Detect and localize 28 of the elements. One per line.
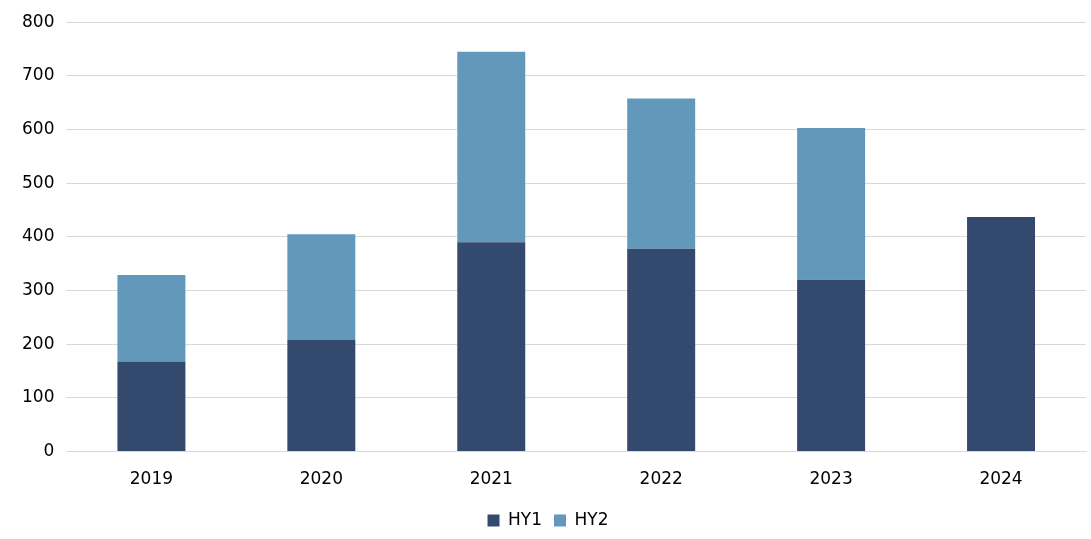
legend-label: HY1 [508, 508, 542, 529]
bar [457, 51, 526, 243]
x-tick-label: 2022 [639, 468, 683, 489]
bar [287, 339, 356, 452]
x-tick-label: 2021 [469, 468, 513, 489]
y-tick-label: 200 [21, 332, 55, 353]
y-tick-label: 0 [43, 440, 55, 461]
x-tick-label: 2020 [299, 468, 343, 489]
bar [797, 279, 866, 452]
bar [457, 242, 526, 452]
bar [627, 248, 696, 452]
x-tick-label: 2019 [129, 468, 174, 489]
bar [117, 275, 186, 362]
bar [967, 217, 1036, 452]
x-tick-label: 2024 [979, 468, 1023, 489]
bar [117, 361, 186, 452]
bar [797, 127, 866, 280]
y-tick-label: 300 [21, 279, 55, 299]
bar [287, 234, 356, 340]
y-tick-label: 100 [21, 386, 55, 407]
legend-label: HY2 [574, 508, 609, 529]
y-tick-label: 400 [21, 225, 55, 246]
bar [627, 98, 696, 249]
y-tick-label: 500 [21, 171, 55, 192]
y-tick-label: 700 [21, 64, 55, 85]
y-tick-label: 600 [21, 117, 55, 138]
x-tick-label: 2023 [809, 468, 853, 489]
y-tick-label: 800 [21, 10, 55, 31]
